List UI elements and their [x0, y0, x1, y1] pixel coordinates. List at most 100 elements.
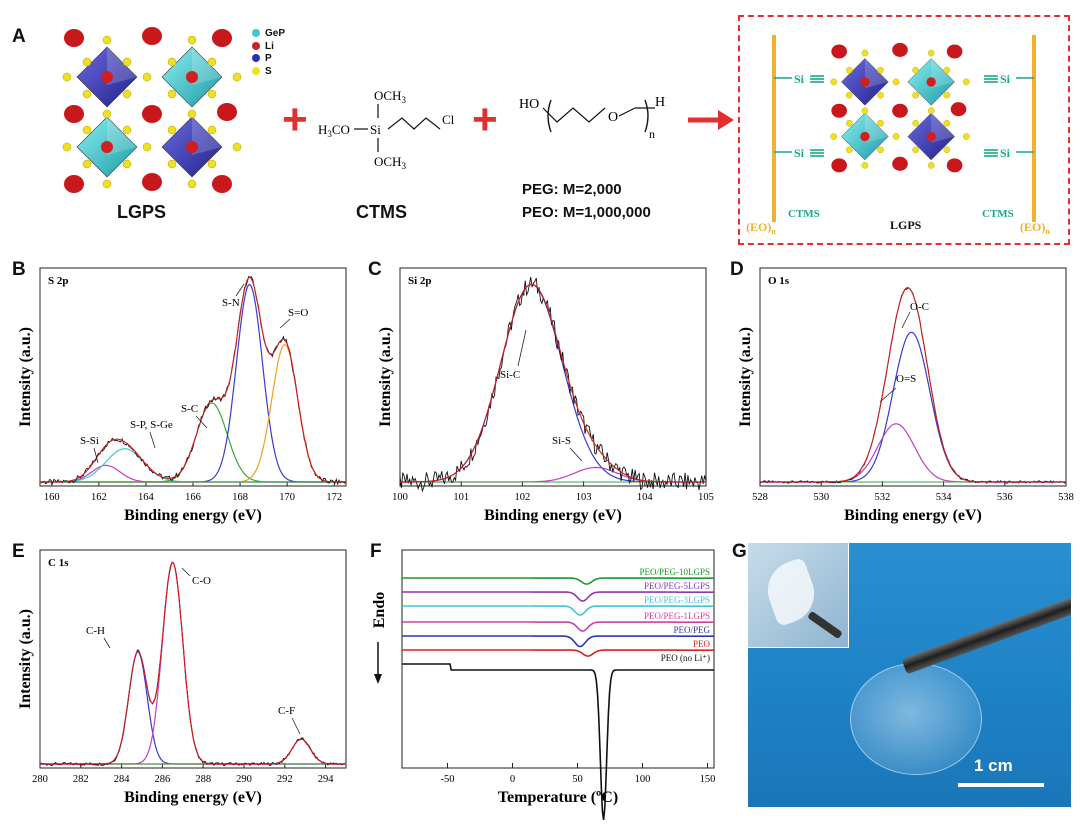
ctms-label: CTMS: [356, 202, 407, 222]
li-atom: [831, 158, 847, 173]
svg-text:OCH3: OCH3: [374, 88, 406, 105]
annotation-leader: [879, 387, 897, 403]
y-axis-label: Intensity (a.u.): [377, 327, 394, 427]
dsc-curve: [402, 663, 714, 821]
x-tick-label: 150: [700, 774, 716, 785]
lgps-label: LGPS: [117, 202, 167, 222]
envelope-fit: [760, 287, 1066, 483]
s-atom: [962, 78, 970, 86]
gep-octahedron: [841, 112, 889, 161]
legend-item-li: Li: [252, 41, 285, 54]
s-atom: [82, 89, 92, 99]
s-atom: [167, 89, 177, 99]
s-atom: [943, 119, 951, 127]
s-atom: [122, 159, 132, 169]
plus-sign-1: +: [282, 95, 308, 144]
dsc-curve: [402, 635, 714, 648]
peg-structure: HO O H n: [519, 95, 665, 141]
x-tick-label: 101: [453, 492, 469, 503]
li-atom: [946, 158, 963, 173]
scale-bar-label: 1 cm: [974, 756, 1013, 775]
s-atom: [122, 57, 132, 67]
s-atom: [232, 72, 242, 82]
y-axis-label: Endo: [371, 592, 388, 628]
panel-label-g: G: [732, 541, 747, 562]
x-tick-label: 284: [114, 774, 131, 785]
p-tetrahedron: [161, 116, 223, 178]
li-atom: [64, 29, 84, 47]
x-axis-label: Binding energy (eV): [124, 789, 262, 806]
x-tick-label: 105: [698, 492, 714, 503]
s-atom: [943, 91, 951, 99]
xps-si2p-chart: 100 101 102 103 104 105 Si 2p Binding energy (e…: [377, 267, 714, 524]
x-tick-label: -50: [441, 774, 455, 785]
composite-frame: [738, 15, 1070, 245]
annotation-leader: [235, 283, 245, 297]
annotation-leader: [901, 311, 911, 329]
li-atom: [892, 156, 908, 171]
svg-text:Si: Si: [1000, 146, 1011, 160]
peak-annotation: C-O: [192, 575, 211, 587]
x-tick-label: 170: [279, 492, 295, 503]
s-atom: [912, 119, 919, 127]
x-axis-label: Binding energy (eV): [844, 507, 982, 524]
s-atom: [167, 125, 177, 135]
s-atom: [207, 89, 217, 99]
peak-annotation: O=S: [896, 373, 916, 385]
peg-molecular-weight: PEG: M=2,000: [522, 181, 622, 198]
s-atom: [167, 57, 177, 67]
s-atom: [845, 119, 853, 127]
x-tick-label: 290: [236, 774, 252, 785]
s-atom: [207, 159, 217, 169]
svg-text:Si: Si: [370, 122, 381, 137]
s-atom: [167, 159, 177, 169]
s-atom: [845, 146, 853, 154]
plot-frame: [39, 549, 347, 769]
annotation-leader: [181, 567, 191, 577]
p-tetrahedron: [76, 46, 138, 108]
li-atom: [892, 103, 908, 118]
li-atom: [892, 42, 908, 57]
dsc-curve-label: PEO/PEG-10LGPS: [639, 567, 710, 577]
dsc-curve: [402, 649, 714, 657]
x-tick-label: 532: [875, 492, 891, 503]
svg-text:(EO)n: (EO)n: [1020, 220, 1050, 236]
dsc-curve-label: PEO/PEG: [673, 625, 710, 635]
s-atom: [122, 89, 132, 99]
x-tick-label: 168: [232, 492, 248, 503]
dsc-curve: [402, 577, 714, 585]
x-tick-label: 0: [510, 774, 515, 785]
s-atom: [82, 159, 92, 169]
s-atom: [102, 179, 112, 189]
tweezers: [901, 587, 1071, 675]
dsc-curve: [402, 605, 714, 616]
svg-text:n: n: [649, 127, 655, 141]
peak-annotation: Si-C: [500, 369, 520, 381]
svg-text:O: O: [608, 110, 618, 125]
x-axis-label: Binding energy (eV): [484, 507, 622, 524]
s-atom: [877, 146, 884, 154]
raw-spectrum: [399, 276, 707, 493]
s-atom: [912, 66, 919, 74]
x-tick-label: 530: [813, 492, 829, 503]
s-atom: [142, 142, 152, 152]
s-atom: [830, 133, 838, 140]
membrane-disc: [850, 663, 982, 775]
plus-sign-2: +: [472, 95, 498, 144]
s-atom: [943, 66, 951, 74]
s-atom: [861, 107, 869, 115]
peak-annotation: S-N: [222, 297, 240, 309]
s-atom: [102, 109, 112, 119]
plot-frame: [399, 267, 707, 487]
envelope-fit: [40, 561, 346, 765]
s-atom: [187, 35, 197, 45]
svg-text:OCH3: OCH3: [374, 154, 406, 171]
li-atom: [142, 27, 162, 45]
element-legend: GeP Li P S: [252, 28, 285, 78]
x-tick-label: 536: [997, 492, 1013, 503]
s-atom: [861, 49, 869, 57]
reaction-arrow: [688, 110, 734, 130]
panel-label-d: D: [730, 259, 744, 280]
gep-octahedron: [76, 116, 138, 178]
peo-molecular-weight: PEO: M=1,000,000: [522, 204, 651, 221]
